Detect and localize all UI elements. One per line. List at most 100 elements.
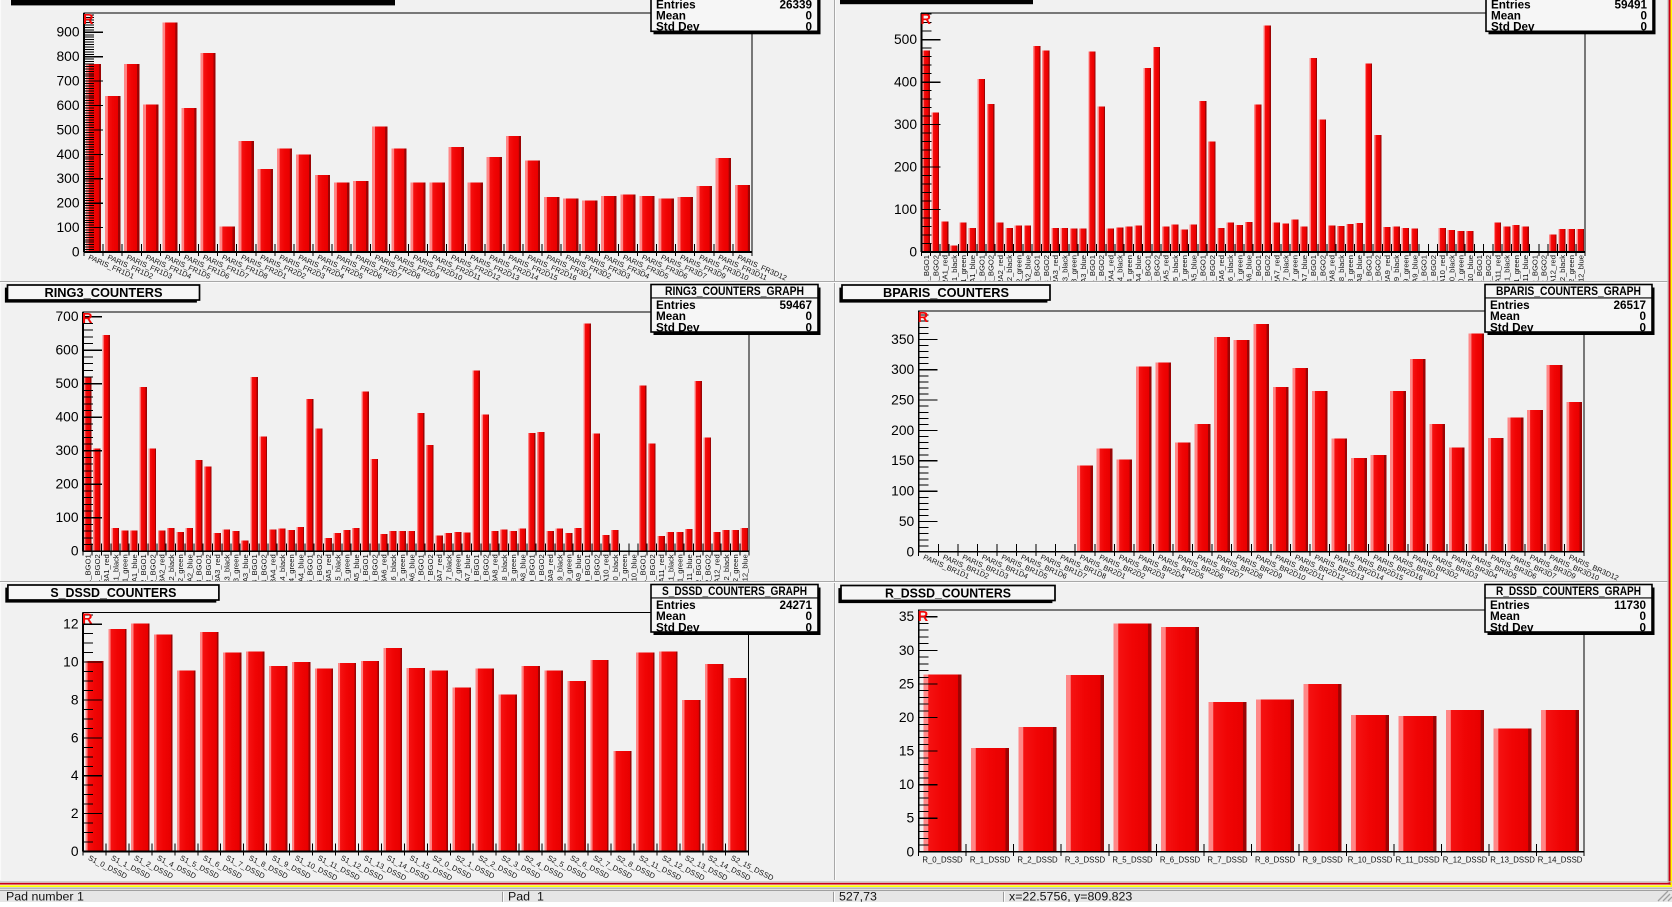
svg-text:Pad number 1: Pad number 1 — [6, 890, 84, 902]
svg-text:0: 0 — [71, 844, 79, 859]
svg-text:Std Dev: Std Dev — [1491, 21, 1535, 34]
svg-text:2A9_red: 2A9_red — [1383, 255, 1392, 284]
svg-text:2A1_red: 2A1_red — [941, 255, 950, 284]
svg-text:10: 10 — [899, 777, 915, 792]
svg-text:R_10_DSSD: R_10_DSSD — [1348, 855, 1393, 864]
svg-text:3A6_red: 3A6_red — [380, 554, 389, 583]
svg-text:2A4_red: 2A4_red — [1106, 255, 1115, 284]
svg-text:R_DSSD_COUNTERS_GRAPH: R_DSSD_COUNTERS_GRAPH — [1496, 585, 1641, 598]
svg-text:R_9_DSSD: R_9_DSSD — [1302, 855, 1343, 864]
svg-text:100: 100 — [894, 202, 917, 217]
svg-text:R_DSSD_COUNTERS: R_DSSD_COUNTERS — [885, 587, 1011, 601]
svg-text:R: R — [82, 311, 93, 327]
svg-text:3A1_red: 3A1_red — [102, 554, 111, 583]
svg-text:BPARIS_COUNTERS: BPARIS_COUNTERS — [883, 286, 1009, 300]
svg-text:200: 200 — [56, 196, 79, 211]
svg-text:350: 350 — [891, 332, 914, 347]
svg-text:R: R — [918, 609, 929, 625]
svg-text:R: R — [83, 12, 94, 28]
svg-text:3A7_red: 3A7_red — [435, 554, 444, 583]
svg-text:100: 100 — [891, 484, 914, 499]
svg-text:R_0_DSSD: R_0_DSSD — [922, 855, 963, 864]
svg-text:0: 0 — [71, 544, 79, 559]
svg-text:700: 700 — [55, 309, 78, 324]
svg-text:12: 12 — [63, 617, 78, 632]
svg-text:2A2_red: 2A2_red — [996, 255, 1005, 284]
svg-text:Std Dev: Std Dev — [656, 321, 700, 334]
svg-text:15: 15 — [899, 744, 915, 759]
svg-text:R_1_DSSD: R_1_DSSD — [970, 855, 1011, 864]
svg-text:Std Dev: Std Dev — [656, 21, 700, 34]
svg-text:600: 600 — [55, 343, 78, 358]
svg-text:3A3_red: 3A3_red — [213, 554, 222, 583]
svg-text:900: 900 — [56, 25, 79, 40]
svg-text:R: R — [918, 310, 929, 326]
svg-text:300: 300 — [891, 362, 914, 377]
svg-text:R: R — [921, 12, 932, 28]
svg-text:3A5_red: 3A5_red — [324, 554, 333, 583]
svg-text:250: 250 — [891, 393, 914, 408]
svg-text:RING3_COUNTERS: RING3_COUNTERS — [45, 286, 163, 300]
svg-text:R_13_DSSD: R_13_DSSD — [1490, 855, 1535, 864]
svg-text:BPARIS_COUNTERS_GRAPH: BPARIS_COUNTERS_GRAPH — [1496, 285, 1641, 298]
svg-text:3A8_red: 3A8_red — [491, 554, 500, 583]
svg-text:0: 0 — [72, 244, 80, 259]
svg-text:200: 200 — [55, 477, 78, 492]
svg-text:8: 8 — [71, 692, 79, 707]
svg-text:300: 300 — [55, 443, 78, 458]
svg-text:500: 500 — [894, 32, 917, 47]
svg-text:3A4_red: 3A4_red — [269, 554, 278, 583]
svg-text:300: 300 — [56, 171, 79, 186]
svg-text:Pad_1: Pad_1 — [508, 890, 544, 902]
svg-text:2A5_red: 2A5_red — [1162, 255, 1171, 284]
svg-text:10: 10 — [63, 655, 79, 670]
svg-text:400: 400 — [894, 75, 917, 90]
svg-text:2: 2 — [71, 806, 79, 821]
svg-text:35: 35 — [899, 609, 915, 624]
svg-text:3A9_red: 3A9_red — [546, 554, 555, 583]
svg-text:0: 0 — [907, 844, 915, 859]
svg-text:20: 20 — [899, 710, 915, 725]
svg-text:0: 0 — [909, 244, 917, 259]
svg-text:25: 25 — [899, 676, 915, 691]
svg-text:Std Dev: Std Dev — [1490, 621, 1534, 634]
svg-text:600: 600 — [56, 98, 79, 113]
svg-text:2A6_red: 2A6_red — [1217, 255, 1226, 284]
svg-text:100: 100 — [56, 220, 79, 235]
svg-text:6: 6 — [71, 730, 79, 745]
svg-text:200: 200 — [891, 423, 914, 438]
svg-text:2A7_red: 2A7_red — [1272, 255, 1281, 284]
svg-text:Std Dev: Std Dev — [1490, 321, 1534, 334]
svg-text:30: 30 — [899, 643, 915, 658]
svg-text:0: 0 — [805, 21, 812, 34]
svg-text:3A2_red: 3A2_red — [158, 554, 167, 583]
svg-text:300: 300 — [894, 117, 917, 132]
svg-text:800: 800 — [56, 49, 79, 64]
svg-text:700: 700 — [56, 74, 79, 89]
svg-text:527,73: 527,73 — [839, 890, 877, 902]
svg-text:500: 500 — [56, 122, 79, 137]
svg-text:R: R — [82, 612, 93, 628]
svg-text:0: 0 — [805, 621, 812, 634]
svg-text:S_DSSD_COUNTERS: S_DSSD_COUNTERS — [50, 586, 176, 600]
svg-text:Std Dev: Std Dev — [656, 621, 700, 634]
svg-text:R_8_DSSD: R_8_DSSD — [1255, 855, 1296, 864]
svg-text:400: 400 — [56, 147, 79, 162]
svg-text:400: 400 — [55, 410, 78, 425]
svg-text:0: 0 — [1639, 321, 1646, 334]
svg-text:200: 200 — [894, 160, 917, 175]
svg-text:2A3_red: 2A3_red — [1051, 255, 1060, 284]
svg-text:S_DSSD_COUNTERS_GRAPH: S_DSSD_COUNTERS_GRAPH — [662, 585, 807, 598]
svg-text:500: 500 — [55, 376, 78, 391]
svg-text:R_6_DSSD: R_6_DSSD — [1160, 855, 1201, 864]
svg-text:R_2_DSSD: R_2_DSSD — [1017, 855, 1058, 864]
svg-text:100: 100 — [55, 510, 78, 525]
svg-text:R_12_DSSD: R_12_DSSD — [1443, 855, 1488, 864]
svg-text:0: 0 — [1639, 621, 1646, 634]
svg-text:R_7_DSSD: R_7_DSSD — [1207, 855, 1248, 864]
svg-text:150: 150 — [891, 453, 914, 468]
svg-text:2A8_red: 2A8_red — [1328, 255, 1337, 284]
svg-text:0: 0 — [805, 321, 812, 334]
svg-text:x=22.5756, y=809.823: x=22.5756, y=809.823 — [1009, 890, 1132, 902]
svg-text:0: 0 — [1640, 21, 1647, 34]
